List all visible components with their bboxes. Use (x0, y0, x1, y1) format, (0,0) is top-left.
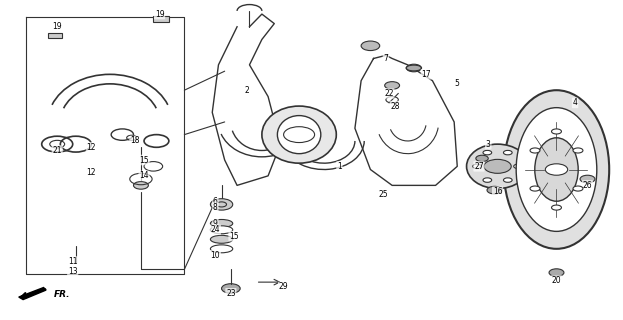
Text: 15: 15 (139, 156, 149, 164)
Circle shape (211, 199, 233, 210)
Text: 13: 13 (68, 267, 77, 276)
Ellipse shape (211, 220, 233, 228)
Text: 15: 15 (229, 232, 239, 241)
Circle shape (483, 178, 492, 182)
Text: 12: 12 (87, 168, 96, 177)
Ellipse shape (467, 144, 528, 188)
Bar (153, 16, 169, 22)
Text: 19: 19 (155, 10, 164, 19)
Ellipse shape (277, 116, 321, 154)
Circle shape (503, 150, 512, 155)
Text: 19: 19 (52, 22, 62, 31)
Circle shape (384, 82, 399, 89)
Text: 5: 5 (455, 79, 460, 88)
Ellipse shape (504, 90, 609, 249)
Circle shape (545, 164, 568, 175)
Circle shape (361, 41, 380, 51)
Text: 20: 20 (552, 276, 561, 285)
Text: 28: 28 (391, 101, 400, 111)
Text: 7: 7 (384, 54, 388, 63)
Circle shape (406, 64, 421, 72)
Polygon shape (19, 288, 46, 300)
Text: 1: 1 (337, 162, 342, 171)
Text: 26: 26 (583, 181, 592, 190)
Ellipse shape (211, 226, 233, 234)
Text: 29: 29 (278, 282, 288, 292)
Circle shape (549, 269, 564, 276)
Text: 17: 17 (421, 70, 431, 79)
Circle shape (573, 148, 583, 153)
Circle shape (580, 175, 595, 183)
Circle shape (487, 186, 502, 194)
Circle shape (222, 284, 240, 293)
Circle shape (573, 186, 583, 191)
Text: 10: 10 (211, 251, 220, 260)
Circle shape (133, 181, 148, 189)
Bar (48, 33, 62, 38)
Text: 14: 14 (139, 172, 149, 180)
Circle shape (503, 178, 512, 182)
Text: 11: 11 (68, 257, 77, 266)
Circle shape (476, 155, 488, 162)
Circle shape (530, 148, 540, 153)
Ellipse shape (262, 106, 336, 163)
Circle shape (473, 164, 482, 169)
Circle shape (484, 159, 511, 173)
Ellipse shape (535, 138, 578, 201)
Text: 18: 18 (130, 136, 140, 146)
Ellipse shape (211, 235, 233, 243)
Text: FR.: FR. (54, 290, 70, 299)
Text: 21: 21 (52, 146, 62, 155)
Text: 24: 24 (211, 225, 220, 234)
Circle shape (514, 164, 522, 169)
Text: 12: 12 (87, 143, 96, 152)
Text: 3: 3 (486, 140, 491, 148)
Text: 16: 16 (493, 187, 502, 196)
Text: 4: 4 (573, 99, 578, 108)
Text: 8: 8 (213, 203, 218, 212)
Ellipse shape (211, 245, 233, 253)
Text: 25: 25 (378, 190, 388, 199)
Text: 2: 2 (244, 86, 249, 95)
Ellipse shape (516, 108, 597, 231)
Text: 6: 6 (213, 197, 218, 206)
Circle shape (530, 186, 540, 191)
Circle shape (551, 205, 561, 210)
Text: 27: 27 (474, 162, 484, 171)
Text: 22: 22 (384, 89, 394, 98)
Text: 9: 9 (213, 219, 218, 228)
Circle shape (551, 129, 561, 134)
Circle shape (483, 150, 492, 155)
Text: 23: 23 (226, 289, 235, 298)
